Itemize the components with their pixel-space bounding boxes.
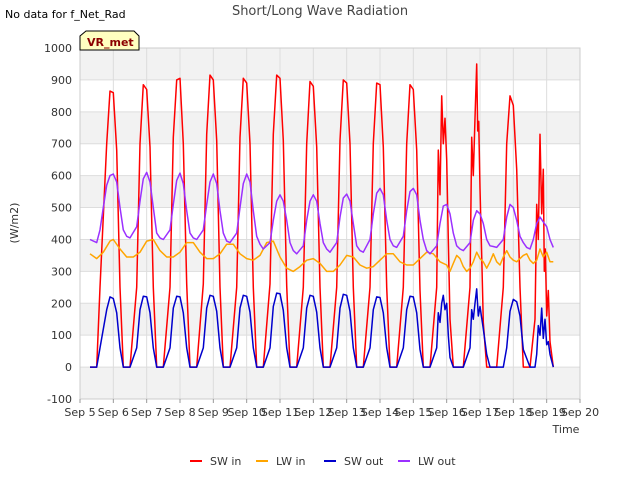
y-tick-label: 700 — [51, 138, 72, 151]
x-tick-label: Sep 20 — [561, 406, 599, 419]
y-tick-label: 800 — [51, 106, 72, 119]
x-tick-label: Sep 12 — [294, 406, 332, 419]
x-tick-label: Sep 16 — [428, 406, 466, 419]
x-tick-label: Sep 7 — [131, 406, 162, 419]
plot-band — [80, 79, 580, 112]
x-tick-label: Sep 10 — [228, 406, 266, 419]
x-tick-label: Sep 18 — [494, 406, 532, 419]
plot-band — [80, 207, 580, 240]
legend-label: SW out — [344, 455, 384, 468]
plot-background — [80, 48, 580, 399]
x-tick-label: Sep 6 — [98, 406, 129, 419]
x-tick-label: Sep 8 — [164, 406, 195, 419]
y-axis-title: (W/m2) — [8, 203, 21, 244]
y-tick-label: 100 — [51, 329, 72, 342]
plot-band — [80, 143, 580, 176]
y-tick-label: 900 — [51, 74, 72, 87]
y-tick-label: 500 — [51, 202, 72, 215]
badge-text: VR_met — [87, 36, 134, 49]
no-data-note: No data for f_Net_Rad — [5, 8, 126, 21]
y-tick-label: 200 — [51, 297, 72, 310]
y-tick-label: 600 — [51, 170, 72, 183]
plot-band — [80, 175, 580, 208]
x-tick-label: Sep 11 — [261, 406, 299, 419]
y-tick-label: 400 — [51, 233, 72, 246]
plot-band — [80, 271, 580, 304]
badge-box — [79, 30, 140, 51]
plot-band — [80, 48, 580, 80]
y-tick-label: 0 — [65, 361, 72, 374]
x-tick-label: Sep 5 — [64, 406, 95, 419]
y-tick-label: 1000 — [44, 42, 72, 55]
chart-title: Short/Long Wave Radiation — [232, 4, 408, 19]
y-tick-label: 300 — [51, 265, 72, 278]
plot-band — [80, 303, 580, 336]
legend-label: LW out — [418, 455, 456, 468]
plot-band — [80, 111, 580, 144]
vr-met-badge: VR_met — [79, 30, 140, 51]
x-tick-label: Sep 13 — [328, 406, 366, 419]
plot-frame — [79, 47, 581, 400]
y-tick-label: -100 — [47, 393, 72, 406]
series-layer — [89, 63, 555, 368]
legend: SW in LW in SW out LW out — [190, 455, 456, 468]
x-tick-label: Sep 17 — [461, 406, 499, 419]
x-tick-label: Sep 9 — [198, 406, 229, 419]
series-line-sw-out — [90, 288, 555, 368]
plot-band — [80, 239, 580, 272]
legend-label: LW in — [276, 455, 306, 468]
y-axis-ticks: -100 0 100 200 300 400 500 600 700 800 900 1000 — [44, 42, 72, 406]
x-tick-label: Sep 19 — [528, 406, 566, 419]
x-tick-label: Sep 15 — [394, 406, 432, 419]
series-line-lw-in — [89, 238, 554, 273]
legend-label: SW in — [210, 455, 241, 468]
x-tick-label: Sep 14 — [361, 406, 399, 419]
x-axis-title: Time — [552, 423, 580, 436]
plot-band — [80, 367, 580, 399]
series-line-lw-out — [89, 171, 554, 255]
